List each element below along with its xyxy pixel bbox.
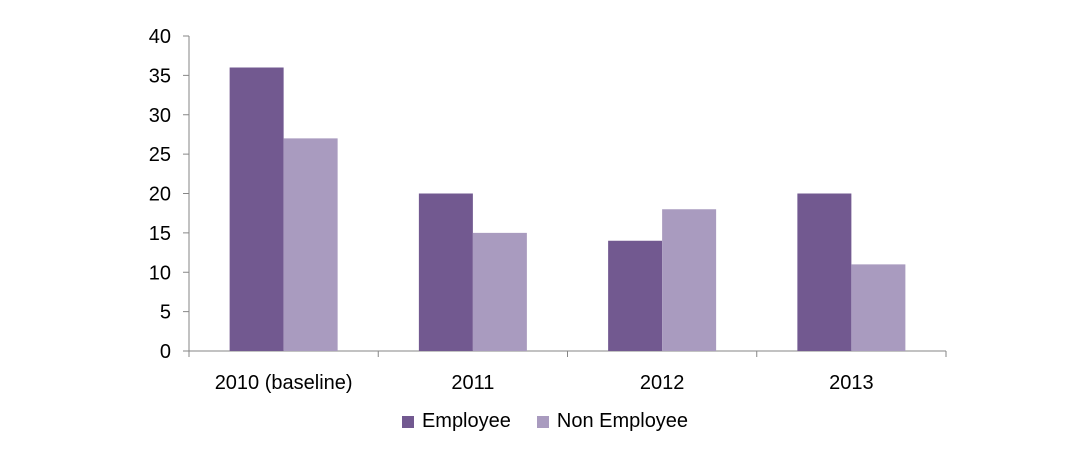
legend-item-employee: Employee xyxy=(401,410,511,433)
bar-non-employee xyxy=(283,138,338,351)
legend-item-non-employee: Non Employee xyxy=(536,410,689,433)
bars xyxy=(229,67,906,351)
bar-chart: 0 5 10 15 20 25 30 35 40 2010 (baseline) 2011 2012… xyxy=(149,26,947,394)
bar-non-employee xyxy=(662,209,717,351)
bar-non-employee xyxy=(472,232,527,351)
y-tick-label: 0 xyxy=(160,341,171,363)
bar-employee xyxy=(797,193,852,351)
bar-employee xyxy=(229,67,284,351)
y-tick-label: 15 xyxy=(149,223,171,245)
x-axis: 2010 (baseline) 2011 2012 2013 xyxy=(188,350,947,394)
y-tick-label: 30 xyxy=(149,105,171,127)
legend-swatch-non-employee xyxy=(536,415,549,428)
y-tick-label: 5 xyxy=(160,302,171,324)
legend-label-non-employee: Non Employee xyxy=(556,410,689,432)
y-tick-label: 10 xyxy=(149,262,171,284)
legend: Employee Non Employee xyxy=(0,410,1090,433)
legend-label-employee: Employee xyxy=(421,410,511,432)
x-tick-label: 2013 xyxy=(829,372,874,394)
x-tick-label: 2012 xyxy=(640,372,685,394)
x-tick-label: 2011 xyxy=(451,372,494,394)
bar-employee xyxy=(418,193,473,351)
y-tick-label: 40 xyxy=(149,26,171,48)
bar-non-employee xyxy=(851,264,906,351)
y-axis: 0 5 10 15 20 25 30 35 40 xyxy=(149,26,190,363)
y-tick-label: 20 xyxy=(149,184,171,206)
x-tick-label: 2010 (baseline) xyxy=(215,372,353,394)
y-tick-label: 25 xyxy=(149,144,171,166)
y-tick-label: 35 xyxy=(149,65,171,87)
legend-swatch-employee xyxy=(401,415,414,428)
bar-employee xyxy=(608,240,663,351)
